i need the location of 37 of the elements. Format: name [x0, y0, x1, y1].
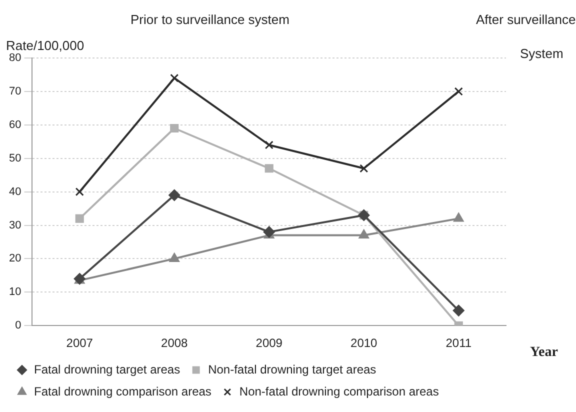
legend-label: Fatal drowning target areas [34, 362, 180, 376]
legend-label: Non-fatal drowning target areas [208, 362, 376, 376]
point [263, 226, 275, 238]
x-tick-label: 2011 [446, 336, 472, 350]
point [170, 124, 179, 133]
point [360, 164, 368, 173]
y-tick-label: 10 [8, 286, 22, 298]
x-tick-label: 2007 [66, 336, 94, 350]
point [264, 164, 274, 173]
y-tick-label: 20 [8, 252, 22, 265]
point [170, 74, 179, 82]
legend-label: Non-fatal drowning comparison areas [239, 384, 439, 398]
x-axis-title: Year [530, 345, 558, 361]
text: Prior to surveillance system [130, 12, 290, 27]
point [452, 304, 464, 316]
text: After surveillance [476, 12, 576, 27]
y-tick-label: 60 [8, 118, 22, 131]
point [75, 214, 84, 223]
point [358, 230, 369, 239]
y-tick-label: 80 [8, 52, 22, 64]
y-tick-label: 0 [15, 320, 22, 332]
text: System [520, 46, 564, 61]
y-axis-title: Rate/100,000 [6, 38, 84, 53]
x-tick-label: 2008 [161, 336, 188, 350]
point [169, 252, 180, 262]
point [454, 212, 464, 222]
point [75, 188, 84, 196]
point [454, 87, 463, 96]
x-tick-label: 2010 [350, 336, 378, 350]
point [264, 140, 274, 150]
y-tick-label: 50 [8, 152, 22, 164]
legend-label: Fatal drowning comparison areas [34, 384, 212, 398]
x-tick-label: 2009 [256, 336, 283, 350]
point [168, 189, 180, 201]
y-tick-label: 30 [8, 219, 22, 232]
y-tick-label: 40 [8, 186, 22, 198]
y-tick-label: 70 [8, 85, 22, 98]
